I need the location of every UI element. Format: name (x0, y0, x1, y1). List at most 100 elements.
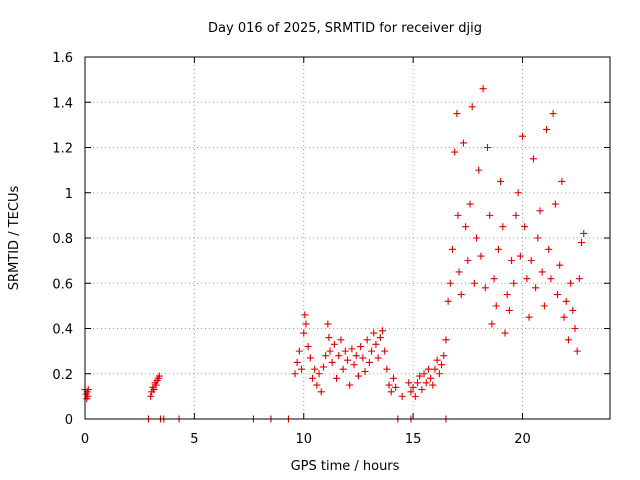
data-point (361, 367, 369, 375)
data-point (363, 336, 371, 344)
data-point (155, 372, 163, 380)
axis-ticks (84, 56, 610, 420)
y-tick-label: 1.4 (52, 96, 73, 111)
data-point (344, 356, 351, 364)
data-point (514, 189, 522, 197)
data-point (385, 381, 393, 389)
data-point (486, 211, 494, 219)
data-point (392, 383, 400, 391)
data-point (536, 207, 544, 215)
data-point (152, 381, 160, 389)
data-point (501, 329, 509, 337)
data-point (416, 372, 424, 380)
data-point (492, 302, 500, 310)
data-point (503, 291, 511, 299)
data-point (389, 374, 397, 382)
data-point (484, 144, 491, 151)
data-point (407, 388, 415, 396)
data-point (383, 365, 391, 373)
data-point (444, 297, 452, 305)
data-point (459, 139, 467, 147)
y-tick-label: 0.6 (52, 277, 73, 292)
data-point (466, 200, 474, 208)
y-tick-label: 1.6 (52, 51, 73, 66)
data-point (328, 358, 336, 366)
y-axis-label: SRMTID / TECUs (7, 186, 22, 291)
data-point (379, 327, 386, 335)
data-point (311, 365, 319, 373)
grid-lines (85, 57, 610, 419)
data-point (147, 392, 155, 400)
data-point (446, 279, 454, 287)
data-point (477, 252, 485, 260)
data-point (368, 347, 376, 355)
data-point (567, 279, 575, 287)
data-point (302, 320, 310, 328)
data-point (414, 379, 421, 387)
data-point (547, 275, 555, 283)
data-point (523, 275, 531, 283)
data-point (573, 347, 581, 355)
data-point (341, 347, 349, 355)
data-point (569, 306, 577, 314)
data-point (370, 329, 378, 337)
data-points (81, 85, 588, 423)
data-point (291, 370, 299, 378)
data-point (357, 343, 365, 351)
data-point (422, 379, 430, 387)
data-point (473, 234, 481, 242)
x-tick-label: 20 (514, 432, 531, 447)
data-point (313, 381, 321, 389)
data-point (449, 245, 456, 253)
x-tick-label: 15 (405, 432, 422, 447)
data-point (150, 386, 158, 394)
data-point (527, 257, 535, 265)
data-point (424, 365, 432, 373)
data-point (516, 252, 524, 260)
data-point (462, 223, 470, 231)
data-point (562, 297, 570, 305)
data-point (442, 336, 450, 344)
data-point (494, 245, 502, 253)
data-point (300, 329, 308, 337)
data-point (409, 383, 417, 391)
data-point (578, 239, 586, 247)
data-point (427, 374, 435, 382)
y-tick-labels: 0 0.2 0.4 0.6 0.8 1 1.2 1.4 1.6 (52, 51, 73, 428)
data-point (435, 370, 443, 378)
data-point (438, 361, 446, 369)
data-point (309, 374, 316, 382)
data-point (418, 386, 426, 394)
data-point (551, 200, 559, 208)
data-point (333, 374, 341, 382)
data-point (295, 347, 303, 355)
data-point (560, 313, 568, 321)
data-point (455, 268, 463, 276)
data-point (499, 223, 507, 231)
data-point (319, 363, 327, 371)
data-point (470, 279, 478, 287)
data-point (374, 354, 382, 362)
x-tick-label: 10 (295, 432, 312, 447)
data-point (433, 356, 441, 364)
data-point (457, 291, 465, 299)
y-tick-label: 0.8 (52, 232, 73, 247)
data-point (453, 110, 461, 118)
data-point (84, 392, 92, 400)
data-point (468, 103, 476, 111)
data-point (348, 345, 356, 353)
data-point (454, 211, 462, 219)
data-point (558, 177, 566, 185)
data-point (298, 365, 306, 373)
data-point (365, 358, 373, 366)
data-point (571, 325, 579, 332)
data-point (398, 392, 406, 400)
data-point (549, 110, 557, 118)
data-point (529, 155, 537, 163)
data-point (554, 291, 561, 299)
data-point (540, 302, 548, 310)
data-point (326, 347, 334, 355)
data-point (525, 313, 533, 321)
